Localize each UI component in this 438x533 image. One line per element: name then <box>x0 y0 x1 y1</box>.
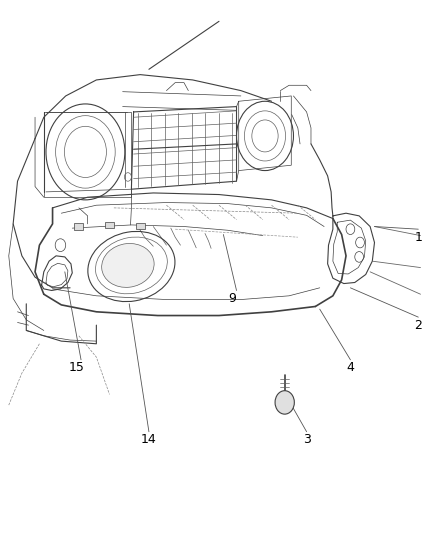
Bar <box>74 223 83 230</box>
Bar <box>136 223 145 229</box>
Text: 2: 2 <box>414 319 422 332</box>
Circle shape <box>275 391 294 414</box>
Text: 14: 14 <box>141 433 157 446</box>
Ellipse shape <box>102 244 154 287</box>
Text: 1: 1 <box>414 231 422 244</box>
Text: 15: 15 <box>69 361 85 374</box>
Text: 4: 4 <box>346 361 354 374</box>
Text: 3: 3 <box>303 433 311 446</box>
Text: 9: 9 <box>228 292 236 305</box>
Bar <box>105 222 114 228</box>
